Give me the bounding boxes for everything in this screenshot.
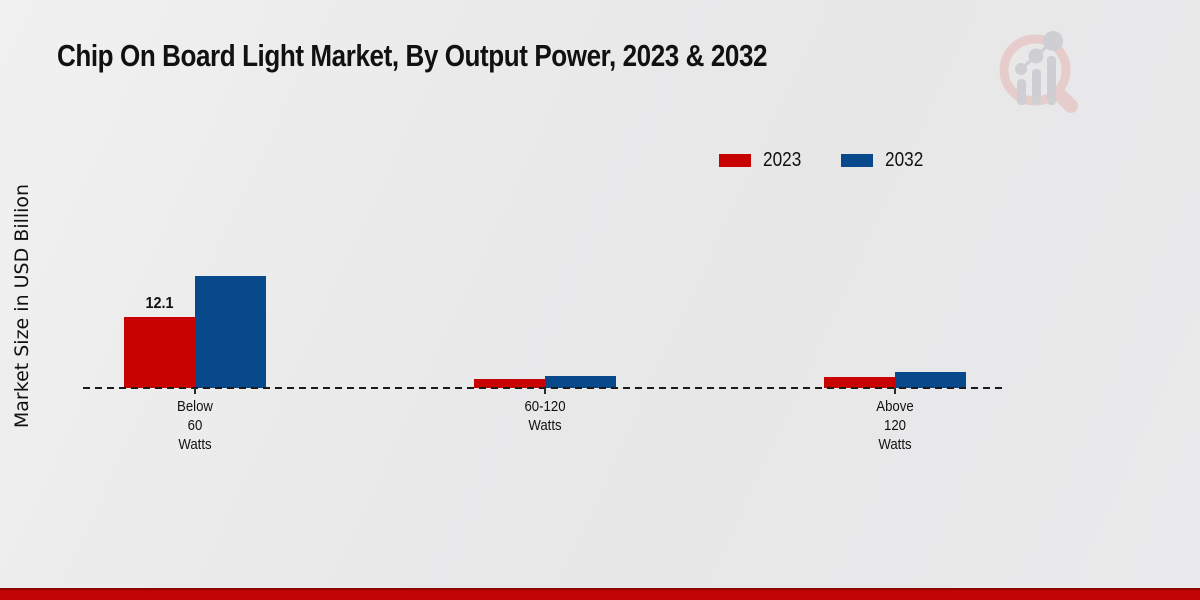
x-axis-tick [544,388,546,394]
x-axis-tick [194,388,196,394]
bar-2023-group1 [474,379,545,388]
bar-value-label: 12.1 [145,295,174,312]
legend-item-2023: 2023 [719,149,808,172]
logo-bar-2-icon [1032,69,1041,105]
legend: 2023 2032 [719,149,929,172]
logo-bar-1-icon [1017,79,1026,105]
y-axis-label: Market Size in USD Billion [11,183,33,429]
x-axis-tick [894,388,896,394]
legend-item-2032: 2032 [840,149,930,172]
bar-2023-group2 [824,377,895,388]
category-label: Above 120 Watts [876,398,914,453]
chart-title: Chip On Board Light Market, By Output Po… [57,38,768,73]
category-label: 60-120 Watts [524,398,566,434]
logo-dot-2-icon [1028,48,1044,64]
bar-2023-group0 [124,317,195,388]
legend-label-2032: 2032 [884,149,923,171]
logo-dot-1-icon [1015,63,1027,75]
logo-bar-3-icon [1047,56,1056,105]
logo-dot-3-icon [1043,31,1063,51]
legend-swatch-2032 [840,154,873,167]
magnifier-handle-icon [1051,86,1078,113]
mrfr-watermark-logo [999,31,1078,113]
legend-label-2023: 2023 [763,149,802,171]
bar-2032-group2 [895,371,966,388]
legend-swatch-2023 [719,154,751,167]
bar-2032-group1 [545,375,616,388]
category-label: Below 60 Watts [177,398,213,453]
footer-red-band [0,588,1200,600]
bar-2032-group0 [195,275,266,388]
